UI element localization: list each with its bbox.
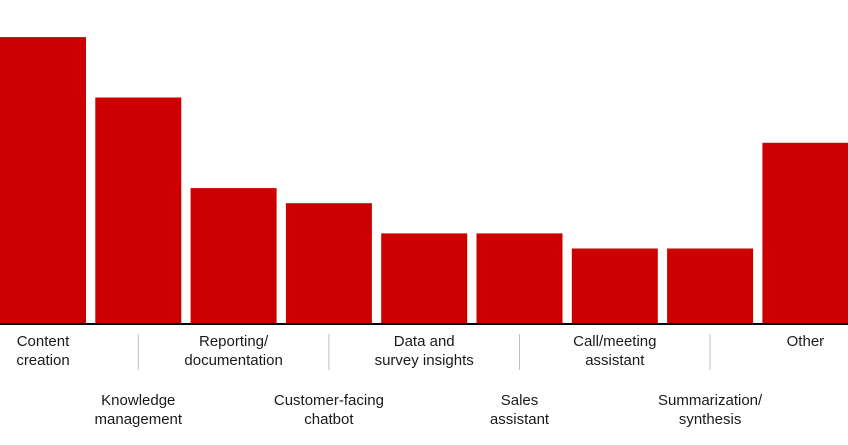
bar-data-and-survey-insights: [381, 233, 468, 324]
category-label-line: Customer-facing: [274, 392, 384, 409]
leader-lines-layer: [137, 334, 711, 370]
category-label-summarization-synthesis: Summarization/synthesis: [658, 392, 763, 428]
category-label-call-meeting-assistant: Call/meeting assistant: [573, 333, 656, 369]
category-label-line: creation: [16, 352, 69, 369]
category-label-customer-facing-chatbot: Customer-facing chatbot: [274, 392, 384, 428]
category-label-line: Summarization/: [658, 392, 763, 409]
bar-content-creation: [0, 37, 86, 324]
bar-other: [762, 142, 848, 324]
bar-knowledge-management: [95, 97, 182, 324]
category-label-data-and-survey-insights: Data and survey insights: [375, 333, 474, 369]
bar-summarization-synthesis: [667, 248, 754, 324]
bar-customer-facing-chatbot: [285, 203, 372, 324]
category-label-line: Sales: [501, 392, 539, 409]
bars-layer: [0, 37, 848, 324]
category-label-line: Content: [17, 333, 70, 350]
category-label-line: Data and: [394, 333, 455, 350]
category-labels-layer: Content creation Knowledge management Report…: [16, 333, 824, 428]
category-label-line: Reporting/: [199, 333, 269, 350]
category-label-line: survey insights: [375, 352, 474, 369]
category-label-line: management: [95, 411, 183, 428]
bar-sales-assistant: [476, 233, 563, 324]
category-label-line: chatbot: [304, 411, 354, 428]
category-label-line: assistant: [490, 411, 550, 428]
category-label-reporting-documentation: Reporting/documentation: [184, 333, 282, 369]
category-label-line: Knowledge: [101, 392, 175, 409]
category-label-sales-assistant: Sales assistant: [490, 392, 550, 428]
category-label-line: synthesis: [679, 411, 742, 428]
bar-reporting-documentation: [190, 188, 277, 324]
category-label-line: Call/meeting: [573, 333, 656, 350]
category-label-line: assistant: [585, 352, 645, 369]
category-label-line: documentation: [184, 352, 282, 369]
category-label-line: Other: [787, 333, 825, 350]
bar-call-meeting-assistant: [571, 248, 658, 324]
category-label-other: Other: [787, 333, 825, 350]
category-label-content-creation: Content creation: [16, 333, 70, 369]
category-label-knowledge-management: Knowledge management: [95, 392, 183, 428]
